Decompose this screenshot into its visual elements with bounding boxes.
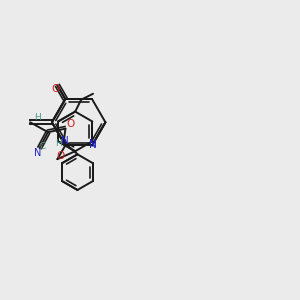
Text: H: H	[55, 139, 62, 148]
Text: N: N	[89, 140, 97, 150]
Text: H: H	[34, 113, 40, 122]
Text: O: O	[56, 151, 64, 161]
Text: O: O	[66, 119, 74, 129]
Text: N: N	[34, 148, 41, 158]
Text: O: O	[51, 84, 59, 94]
Text: N: N	[61, 136, 68, 146]
Text: C: C	[39, 142, 46, 152]
Text: N: N	[89, 140, 97, 149]
